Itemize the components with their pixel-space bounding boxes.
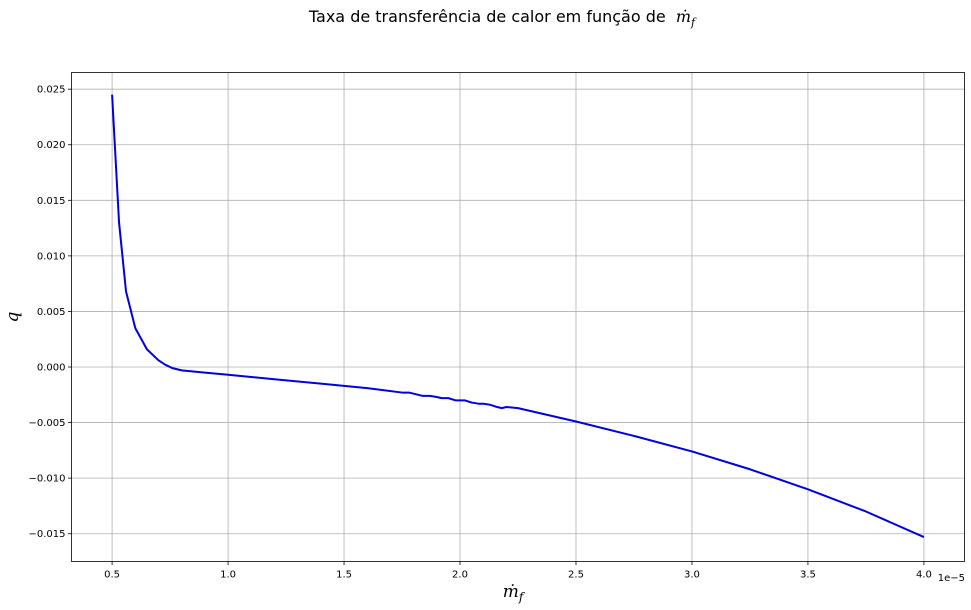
y-tick-label: 0.000 [37,363,66,374]
x-axis-label-main: ṁ [503,582,519,602]
y-axis-label: q [3,311,23,322]
chart-title-math-sub: f [690,16,697,29]
chart-title: Taxa de transferência de calor em função… [308,7,697,29]
plot-frame [71,72,965,562]
chart-title-text: Taxa de transferência de calor em função… [308,7,666,26]
y-tick-label: 0.005 [37,307,66,318]
y-tick-label: 0.010 [37,251,66,262]
x-axis-label-sub: f [518,590,526,604]
y-tick-label: 0.015 [37,196,66,207]
grid [71,72,965,562]
x-tick-label: 3.0 [684,570,700,581]
chart-title-math: ṁ [676,7,691,26]
x-offset-label: 1e−5 [938,573,965,584]
x-tick-label: 2.0 [452,570,468,581]
series [111,94,925,538]
x-tick-label: 0.5 [104,570,120,581]
x-tick-label: 4.0 [916,570,932,581]
y-tick-label: −0.005 [28,418,65,429]
x-tick-label: 3.5 [800,570,816,581]
x-axis-label: ṁf [503,582,526,604]
x-tick-label: 2.5 [568,570,584,581]
x-tick-label: 1.0 [220,570,236,581]
y-tick-label: 0.020 [37,140,66,151]
y-tick-label: −0.015 [28,529,65,540]
y-tick-label: −0.010 [28,474,65,485]
y-tick-label: 0.025 [37,85,66,96]
ticks: 0.5 1.0 1.5 2.0 2.5 3.0 3.5 4.0 0.025 0.020 0.015 0… [28,85,931,581]
series-line [111,94,925,538]
x-tick-label: 1.5 [336,570,352,581]
